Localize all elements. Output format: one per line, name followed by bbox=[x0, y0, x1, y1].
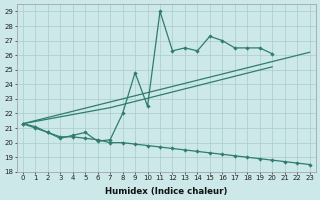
X-axis label: Humidex (Indice chaleur): Humidex (Indice chaleur) bbox=[105, 187, 228, 196]
